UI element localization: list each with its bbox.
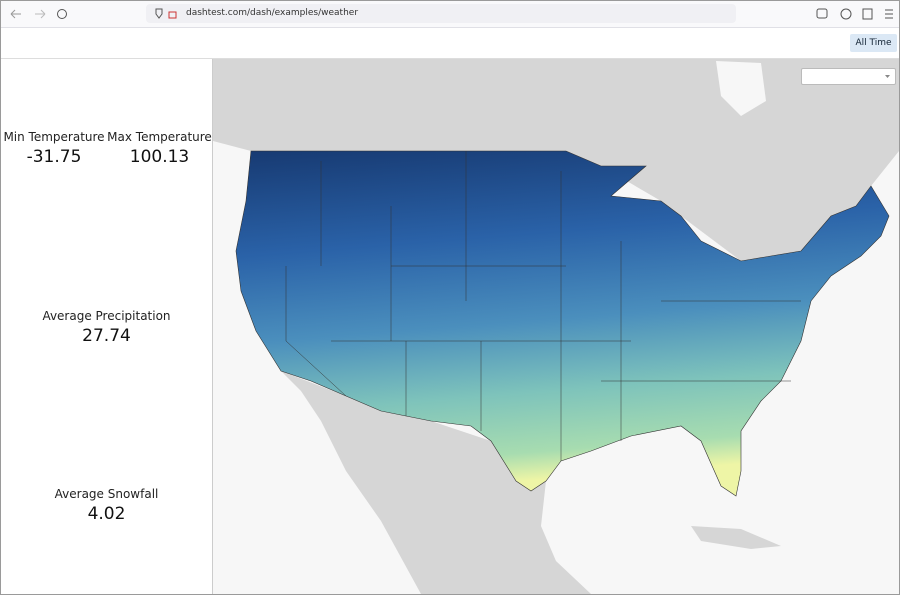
reload-icon[interactable] [57, 9, 67, 19]
stat-label: Average Snowfall [54, 487, 159, 501]
forward-icon[interactable] [35, 9, 46, 19]
state-borders [285, 151, 801, 461]
stat-label: Min Temperature [3, 130, 105, 144]
canada [213, 59, 899, 261]
extensions-icon[interactable] [862, 8, 873, 20]
url-text: dashtest.com/dash/examples/weather [186, 8, 359, 18]
stat-card: Max Temperature 100.13 [107, 59, 213, 239]
choropleth-map[interactable] [213, 59, 899, 595]
stat-value: 4.02 [87, 504, 126, 524]
security-icons [155, 8, 177, 19]
dropdown-arrow [885, 75, 890, 78]
pocket-icon[interactable] [816, 8, 828, 19]
stat-card: Average Precipitation 27.74 [1, 238, 213, 418]
cuba [691, 526, 781, 549]
account-icon[interactable] [840, 8, 852, 20]
stat-card: Min Temperature -31.75 [1, 59, 108, 239]
menu-icon[interactable] [885, 9, 893, 19]
toolbar-icons [10, 8, 893, 20]
url-bar[interactable]: dashtest.com/dash/examples/weather [146, 4, 736, 23]
all-time-button[interactable]: All Time [850, 34, 897, 52]
stat-value: 27.74 [82, 326, 131, 346]
stat-value: -31.75 [26, 147, 82, 167]
back-icon[interactable] [10, 9, 21, 19]
stat-value: 100.13 [129, 147, 190, 167]
mexico [281, 371, 591, 594]
stat-label: Average Precipitation [42, 309, 171, 323]
hudson-bay [716, 61, 766, 116]
stat-label: Max Temperature [107, 130, 212, 144]
usa-counties[interactable] [235, 150, 890, 497]
dropdown[interactable] [801, 68, 896, 85]
dash-header: All Time [1, 28, 899, 59]
browser-toolbar: dashtest.com/dash/examples/weather [1, 1, 899, 28]
stat-card: Average Snowfall 4.02 [1, 417, 213, 594]
